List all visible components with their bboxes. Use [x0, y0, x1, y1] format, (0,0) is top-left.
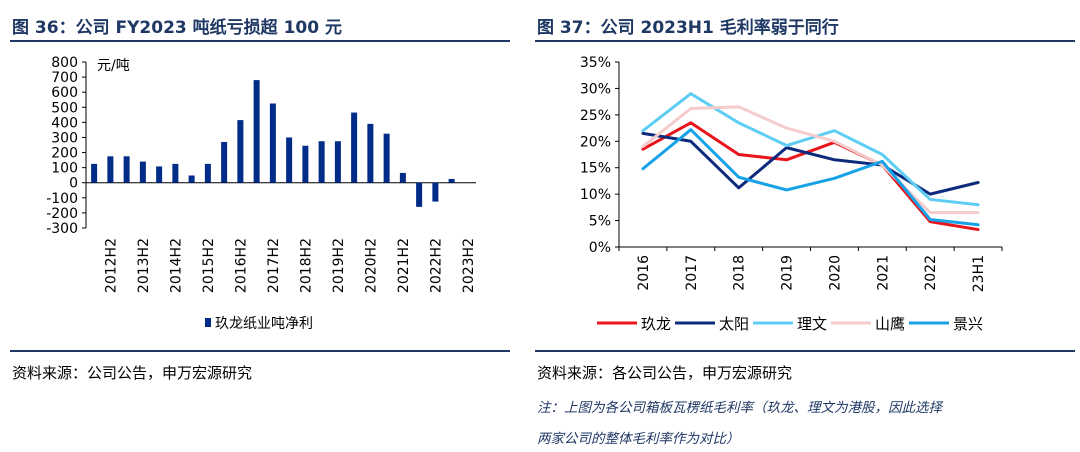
- x-tick-label: 2012H2: [103, 238, 119, 293]
- y-tick-label: 25%: [580, 108, 611, 124]
- y-tick-label: 10%: [580, 187, 611, 203]
- series-line-山鹰: [641, 105, 980, 215]
- y-tick-label: 800: [51, 55, 78, 71]
- bar: [318, 141, 325, 183]
- x-tick-label: 2023H2: [461, 238, 477, 293]
- x-tick-label: 2014H2: [168, 238, 184, 293]
- figure-36-source: 资料来源：公司公告，申万宏源研究: [12, 364, 253, 382]
- figure-37-note-line-2: 两家公司的整体毛利率作为对比）: [537, 431, 740, 447]
- bar: [237, 120, 244, 183]
- figure-36-title: 图 36：公司 FY2023 吨纸亏损超 100 元: [12, 18, 342, 38]
- y-tick-label: -200: [46, 206, 78, 222]
- source-rule: [535, 350, 1075, 352]
- y-tick-label: -100: [46, 191, 78, 207]
- line-chart: 0% 5% 10% 15% 20% 25% 30% 35% 2016 2017 2018 2019 20…: [580, 55, 1003, 333]
- y-tick-label: 15%: [580, 161, 611, 177]
- bar: [432, 182, 439, 202]
- y-tick-label: 20%: [580, 134, 611, 150]
- x-tick-label: 2016: [636, 255, 652, 291]
- bar: [383, 133, 390, 183]
- legend-swatch: [205, 318, 211, 327]
- bar: [286, 137, 293, 183]
- bar: [91, 163, 98, 183]
- bar: [204, 163, 211, 183]
- bar: [156, 166, 163, 183]
- bar: [172, 163, 179, 183]
- x-tick-label: 2018H2: [298, 238, 314, 293]
- x-tick-label: 2018: [732, 255, 748, 291]
- series-line-太阳: [641, 131, 980, 196]
- series-line-景兴: [641, 128, 980, 227]
- bar: [351, 112, 358, 183]
- x-tick-label: 2020: [827, 255, 843, 291]
- y-tick-label: 35%: [580, 55, 611, 71]
- legend-label: 玖龙: [641, 315, 671, 333]
- right-figure-panel: 图 37：公司 2023H1 毛利率弱于同行 0% 5% 10% 15% 20% 25% 3…: [535, 0, 1080, 452]
- bar: [253, 80, 260, 183]
- x-tick-label: 2015H2: [201, 238, 217, 293]
- legend-label: 理文: [797, 315, 827, 333]
- y-tick-label: 5%: [589, 214, 611, 230]
- x-tick-label: 2021: [875, 255, 891, 291]
- bar: [139, 161, 146, 183]
- figure-37-note-line-1: 注：上图为各公司箱板瓦楞纸毛利率（玖龙、理文为港股，因此选择: [537, 400, 942, 416]
- legend-label: 景兴: [953, 315, 983, 333]
- bar: [107, 156, 114, 183]
- y-tick-label: 300: [51, 130, 78, 146]
- legend-label: 太阳: [719, 315, 749, 333]
- y-tick-label: 100: [51, 161, 78, 177]
- legend-label: 玖龙纸业吨净利: [215, 316, 313, 332]
- x-tick-label: 2016H2: [233, 238, 249, 293]
- bar: [367, 123, 374, 183]
- x-tick-label: 2021H2: [396, 238, 412, 293]
- x-tick-label: 23H1: [971, 255, 987, 292]
- x-tick-label: 2022H2: [428, 238, 444, 293]
- figure-37-source: 资料来源：各公司公告，申万宏源研究: [537, 364, 793, 382]
- bar: [334, 141, 341, 183]
- x-tick-label: 2020H2: [363, 238, 379, 293]
- x-tick-label: 2022: [923, 255, 939, 291]
- bar: [221, 141, 228, 183]
- bar: [123, 156, 130, 183]
- bar: [302, 145, 309, 183]
- y-tick-label: 0%: [589, 240, 611, 256]
- series-line-玖龙: [641, 121, 980, 232]
- bar: [448, 178, 455, 183]
- y-tick-label: 600: [51, 85, 78, 101]
- y-tick-label: -300: [46, 221, 78, 237]
- x-tick-label: 2019: [780, 255, 796, 291]
- bar: [399, 172, 406, 183]
- y-tick-label: 500: [51, 100, 78, 116]
- left-figure-panel: 图 36：公司 FY2023 吨纸亏损超 100 元 -300 -200 -100 0…: [0, 0, 515, 452]
- figure-37-title: 图 37：公司 2023H1 毛利率弱于同行: [537, 18, 839, 38]
- y-tick-label: 400: [51, 115, 78, 131]
- y-tick-label: 0: [69, 176, 78, 192]
- source-rule: [10, 350, 510, 352]
- y-tick-label: 200: [51, 146, 78, 162]
- bar: [188, 175, 195, 183]
- y-tick-label: 30%: [580, 81, 611, 97]
- series-line-理文: [641, 92, 980, 207]
- y-unit-label: 元/吨: [97, 58, 130, 74]
- legend-label: 山鹰: [875, 315, 905, 333]
- title-rule: [535, 40, 1075, 42]
- y-tick-label: 700: [51, 70, 78, 86]
- x-tick-label: 2017H2: [266, 238, 282, 293]
- bar: [416, 182, 423, 207]
- title-rule: [10, 40, 510, 42]
- x-tick-label: 2013H2: [136, 238, 152, 293]
- x-tick-label: 2019H2: [331, 238, 347, 293]
- bar: [269, 103, 276, 183]
- x-tick-label: 2017: [684, 255, 700, 291]
